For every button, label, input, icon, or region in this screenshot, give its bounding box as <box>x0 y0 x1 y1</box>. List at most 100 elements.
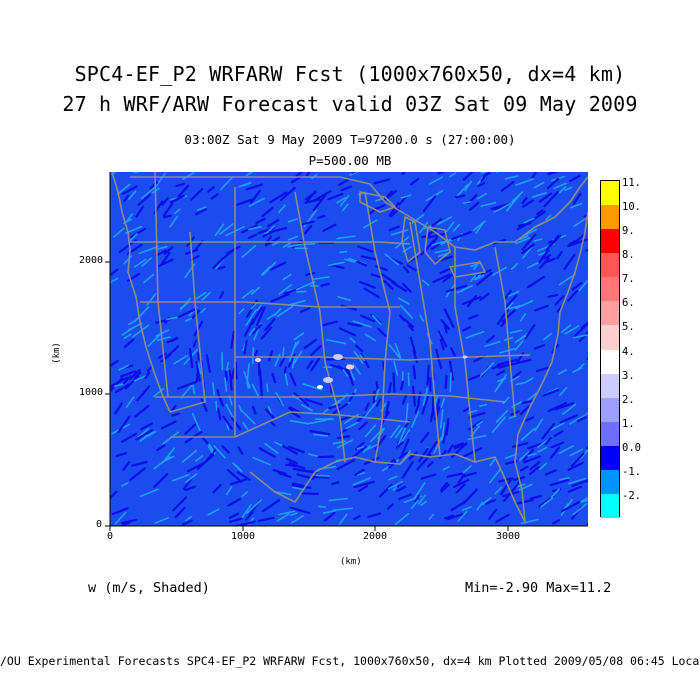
w-field-streak <box>496 369 506 376</box>
w-field-streak <box>353 515 361 521</box>
w-field-streak <box>520 427 536 441</box>
w-field-streak <box>260 326 273 340</box>
w-field-streak <box>130 227 146 239</box>
x-tick-label: 0 <box>107 531 114 542</box>
w-field-streak <box>348 172 358 176</box>
w-field-streak <box>508 304 521 310</box>
w-field-streak <box>175 182 186 188</box>
w-field-streak <box>322 223 337 232</box>
w-field-streak <box>293 332 305 341</box>
w-field-streak <box>552 519 561 525</box>
w-field-streak <box>468 201 480 211</box>
w-field-streak <box>467 434 487 441</box>
w-field-streak <box>420 500 428 506</box>
w-field-streak <box>440 483 451 493</box>
w-field-streak <box>550 441 565 449</box>
w-field-streak <box>228 369 233 391</box>
w-field-streak <box>360 255 378 261</box>
w-field-streak <box>388 460 397 470</box>
w-field-streak <box>479 362 495 377</box>
w-field-streak <box>515 237 531 245</box>
w-field-streak <box>166 316 178 321</box>
w-field-streak <box>246 381 250 389</box>
w-field-streak <box>181 449 198 463</box>
w-field-streak <box>500 319 508 327</box>
w-field-streak <box>419 221 429 234</box>
w-field-streak <box>439 338 445 351</box>
w-field-streak <box>294 172 304 178</box>
w-field-streak <box>269 261 287 271</box>
w-field-streak <box>426 232 447 239</box>
w-field-streak <box>402 266 410 273</box>
w-field-streak <box>139 488 159 498</box>
w-field-streak <box>414 401 421 414</box>
w-field-streak <box>450 501 465 512</box>
w-field-streak <box>388 475 398 481</box>
w-field-streak <box>375 196 387 202</box>
w-field-streak <box>323 511 336 522</box>
w-field-streak <box>126 213 133 221</box>
w-field-streak <box>475 420 484 427</box>
w-field-streak <box>194 455 204 462</box>
w-field-streak <box>573 217 588 228</box>
w-field-streak <box>282 242 291 248</box>
w-field-streak <box>400 380 405 391</box>
w-field-streak <box>465 330 485 339</box>
w-field-streak <box>543 190 559 208</box>
state-lines-vertical-6 <box>409 221 441 458</box>
w-field-streak <box>421 279 430 287</box>
w-field-streak <box>296 290 307 293</box>
colorbar-level-label: 11. <box>622 177 641 189</box>
w-field-streak <box>287 244 300 248</box>
w-field-streak <box>558 186 567 194</box>
w-field-streak <box>133 375 147 382</box>
w-field-streak <box>283 366 287 375</box>
w-field-streak <box>482 172 491 178</box>
w-field-streak <box>219 291 225 299</box>
w-field-streak <box>381 410 390 425</box>
w-field-streak <box>393 360 399 376</box>
w-field-streak <box>191 413 202 433</box>
w-field-streak <box>258 447 276 458</box>
w-field-streak <box>486 335 495 343</box>
w-field-streak <box>462 506 472 511</box>
w-field-streak <box>427 228 438 236</box>
w-field-streak <box>332 403 348 415</box>
w-field-streak <box>462 488 478 505</box>
w-field-streak <box>266 312 278 320</box>
w-field-streak <box>508 290 520 297</box>
w-field-streak <box>131 324 150 338</box>
w-field-streak <box>156 444 166 452</box>
w-field-streak <box>110 359 119 367</box>
w-field-streak <box>302 383 323 391</box>
w-field-streak <box>538 495 555 508</box>
w-field-streak <box>352 320 372 328</box>
w-field-streak <box>197 362 202 375</box>
w-field-streak <box>383 279 394 290</box>
w-field-streak <box>451 231 472 241</box>
w-field-streak <box>405 403 409 424</box>
w-field-streak <box>387 458 395 467</box>
w-field-streak <box>527 452 537 457</box>
w-field-streak <box>207 508 220 516</box>
w-field-streak <box>170 404 177 413</box>
w-field-streak <box>207 445 213 454</box>
w-field-streak <box>573 333 588 339</box>
w-field-streak <box>493 203 511 214</box>
w-field-streak <box>511 442 529 448</box>
w-field-streak <box>399 314 406 322</box>
state-lines-horizontal-2 <box>140 301 400 308</box>
w-field-streak <box>462 447 483 458</box>
w-field-streak <box>428 513 435 520</box>
w-field-streak <box>524 324 536 339</box>
w-field-streak <box>288 461 306 470</box>
w-field-streak <box>394 342 401 358</box>
w-field-streak <box>129 233 138 241</box>
w-field-streak <box>291 486 303 491</box>
w-field-streak <box>398 493 412 500</box>
w-field-streak <box>526 275 546 289</box>
w-field-streak <box>347 369 354 386</box>
w-field-streak <box>534 344 546 350</box>
w-field-streak <box>455 483 466 494</box>
field-label: w (m/s, Shaded) <box>88 580 210 596</box>
